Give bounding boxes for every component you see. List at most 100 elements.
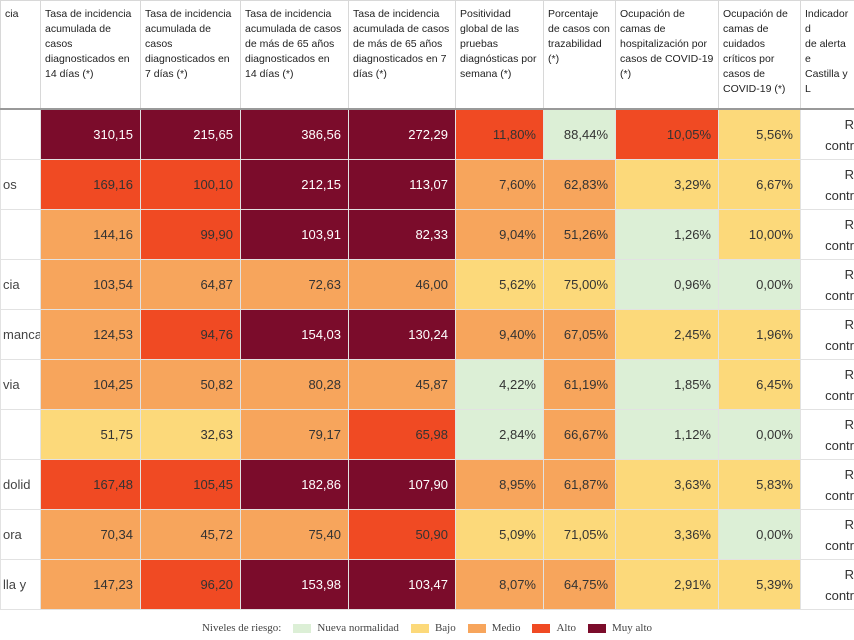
indicator-cell: R contr [800, 209, 854, 260]
row-label [0, 209, 41, 260]
value-cell: 61,87% [543, 459, 616, 510]
value-cell: 3,36% [615, 509, 719, 560]
row-label: lla y [0, 559, 41, 610]
legend-label: Alto [556, 622, 577, 634]
value-cell: 153,98 [240, 559, 349, 610]
value-cell: 82,33 [348, 209, 456, 260]
value-cell: 5,39% [718, 559, 801, 610]
indicator-cell: R contr [800, 359, 854, 410]
value-cell: 10,05% [615, 108, 719, 160]
indicator-cell: R contr [800, 559, 854, 610]
value-cell: 10,00% [718, 209, 801, 260]
indicator-cell: R contr [800, 309, 854, 360]
header-cell: Ocupación de camas de cuidados críticos … [718, 0, 801, 110]
value-cell: 5,62% [455, 259, 544, 310]
header-row: cia Tasa de incidencia acumulada de casos… [0, 0, 854, 110]
value-cell: 7,60% [455, 159, 544, 210]
value-cell: 1,96% [718, 309, 801, 360]
value-cell: 51,26% [543, 209, 616, 260]
indicator-cell: R contr [800, 259, 854, 310]
value-cell: 66,67% [543, 409, 616, 460]
table-body: 310,15 215,65 386,56 272,29 11,80% 88,44% 10,0… [0, 108, 854, 610]
value-cell: 70,34 [40, 509, 141, 560]
header-cell: Tasa de incidencia acumulada de casos de… [348, 0, 456, 110]
value-cell: 310,15 [40, 108, 141, 160]
value-cell: 72,63 [240, 259, 349, 310]
value-cell: 5,09% [455, 509, 544, 560]
legend-swatch [410, 623, 429, 633]
value-cell: 3,29% [615, 159, 719, 210]
value-cell: 1,26% [615, 209, 719, 260]
indicator-cell: R contr [800, 509, 854, 560]
value-cell: 75,40 [240, 509, 349, 560]
value-cell: 272,29 [348, 108, 456, 160]
value-cell: 96,20 [140, 559, 241, 610]
value-cell: 4,22% [455, 359, 544, 410]
value-cell: 99,90 [140, 209, 241, 260]
table-row: os 169,16 100,10 212,15 113,07 7,60% 62,83% 3,2… [0, 159, 854, 210]
legend: Niveles de riesgo: Nueva normalidad Bajo Me… [0, 622, 854, 634]
header-cell: Tasa de incidencia acumulada de casos de… [240, 0, 349, 110]
value-cell: 6,67% [718, 159, 801, 210]
value-cell: 62,83% [543, 159, 616, 210]
value-cell: 45,72 [140, 509, 241, 560]
value-cell: 8,95% [455, 459, 544, 510]
value-cell: 1,12% [615, 409, 719, 460]
value-cell: 2,84% [455, 409, 544, 460]
risk-table: cia Tasa de incidencia acumulada de casos… [0, 0, 854, 610]
value-cell: 9,40% [455, 309, 544, 360]
header-cell: Tasa de incidencia acumulada de casos di… [40, 0, 141, 110]
value-cell: 11,80% [455, 108, 544, 160]
row-label [0, 409, 41, 460]
legend-label: Medio [491, 622, 521, 634]
value-cell: 65,98 [348, 409, 456, 460]
value-cell: 124,53 [40, 309, 141, 360]
value-cell: 103,54 [40, 259, 141, 310]
value-cell: 0,00% [718, 509, 801, 560]
value-cell: 75,00% [543, 259, 616, 310]
value-cell: 46,00 [348, 259, 456, 310]
value-cell: 64,87 [140, 259, 241, 310]
value-cell: 50,90 [348, 509, 456, 560]
legend-swatch [532, 623, 551, 633]
value-cell: 0,00% [718, 409, 801, 460]
value-cell: 154,03 [240, 309, 349, 360]
value-cell: 0,96% [615, 259, 719, 310]
legend-swatch [467, 623, 486, 633]
value-cell: 100,10 [140, 159, 241, 210]
legend-title: Niveles de riesgo: [201, 622, 282, 634]
value-cell: 107,90 [348, 459, 456, 510]
legend-label: Bajo [434, 622, 456, 634]
value-cell: 103,47 [348, 559, 456, 610]
indicator-cell: R contr [800, 459, 854, 510]
table-row: lla y 147,23 96,20 153,98 103,47 8,07% 64,75% 2… [0, 559, 854, 610]
value-cell: 61,19% [543, 359, 616, 410]
indicator-cell: R contr [800, 108, 854, 160]
value-cell: 212,15 [240, 159, 349, 210]
value-cell: 2,91% [615, 559, 719, 610]
value-cell: 5,83% [718, 459, 801, 510]
value-cell: 144,16 [40, 209, 141, 260]
value-cell: 80,28 [240, 359, 349, 410]
value-cell: 32,63 [140, 409, 241, 460]
table-row: via 104,25 50,82 80,28 45,87 4,22% 61,19% 1,85%… [0, 359, 854, 410]
value-cell: 105,45 [140, 459, 241, 510]
indicator-cell: R contr [800, 159, 854, 210]
value-cell: 167,48 [40, 459, 141, 510]
row-label: ora [0, 509, 41, 560]
table-row: 144,16 99,90 103,91 82,33 9,04% 51,26% 1,26% 10… [0, 209, 854, 260]
value-cell: 5,56% [718, 108, 801, 160]
legend-label: Nueva normalidad [317, 622, 399, 634]
header-cell: Ocupación de camas de hospitalización po… [615, 0, 719, 110]
indicator-cell: R contr [800, 409, 854, 460]
value-cell: 169,16 [40, 159, 141, 210]
table-row: dolid 167,48 105,45 182,86 107,90 8,95% 61,87%… [0, 459, 854, 510]
value-cell: 3,63% [615, 459, 719, 510]
value-cell: 51,75 [40, 409, 141, 460]
value-cell: 1,85% [615, 359, 719, 410]
table-row: 310,15 215,65 386,56 272,29 11,80% 88,44% 10,0… [0, 108, 854, 160]
value-cell: 71,05% [543, 509, 616, 560]
table-row: 51,75 32,63 79,17 65,98 2,84% 66,67% 1,12% 0,00… [0, 409, 854, 460]
header-cell: Indicador d de alerta e Castilla y L [800, 0, 854, 110]
row-label: os [0, 159, 41, 210]
